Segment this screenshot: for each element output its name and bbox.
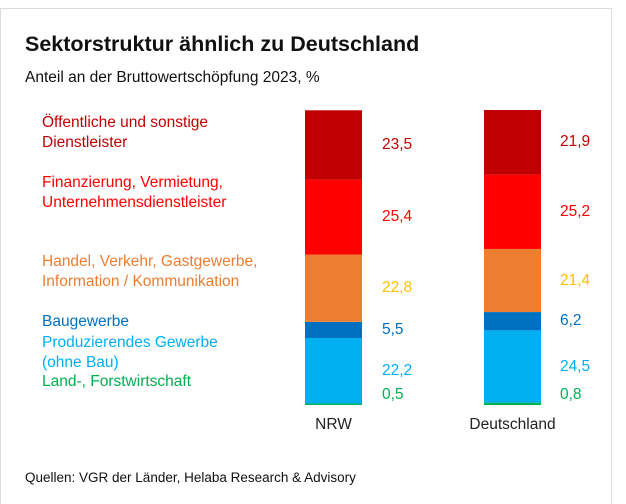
bar-segment [305,110,362,180]
value-label: 22,8 [382,279,413,297]
value-label: 23,5 [382,135,413,153]
bar-segment [484,174,541,249]
value-label: 25,4 [382,208,413,226]
legend-label: Land-, Forstwirtschaft [42,373,192,390]
bar-segment [305,321,362,339]
bar-segment [305,403,362,405]
value-label: 21,4 [560,271,591,289]
legend-label: Finanzierung, Vermietung, Unternehmensdi… [42,174,227,211]
bar-segment [484,402,541,405]
bar-segment [305,338,362,404]
legend-label: Produzierendes Gewerbe (ohne Bau) [42,334,218,371]
value-label: 25,2 [560,202,591,220]
x-tick-label: NRW [315,416,352,433]
x-tick-label: Deutschland [469,416,556,433]
bar-segment [484,110,541,175]
value-label: 21,9 [560,133,591,151]
legend-label: Handel, Verkehr, Gastgewerbe, Informatio… [42,253,258,290]
legend-label: Baugewerbe [42,313,130,330]
value-label: 0,5 [382,386,404,403]
value-label: 22,2 [382,361,413,379]
source-note: Quellen: VGR der Länder, Helaba Research… [25,470,356,485]
bar-segment [484,330,541,403]
card-border [0,8,612,504]
value-label: 6,2 [560,312,582,330]
bar-segment [484,312,541,331]
value-label: 0,8 [560,386,582,403]
legend-label: Öffentliche und sonstige Dienstleister [42,114,209,151]
value-label: 5,5 [382,320,404,338]
bar-segment [484,248,541,313]
value-label: 24,5 [560,357,591,375]
bar-segment [305,179,362,255]
chart-title: Sektorstruktur ähnlich zu Deutschland [25,32,420,56]
bar-segment [305,254,362,322]
chart-subtitle: Anteil an der Bruttowertschöpfung 2023, … [25,69,320,86]
